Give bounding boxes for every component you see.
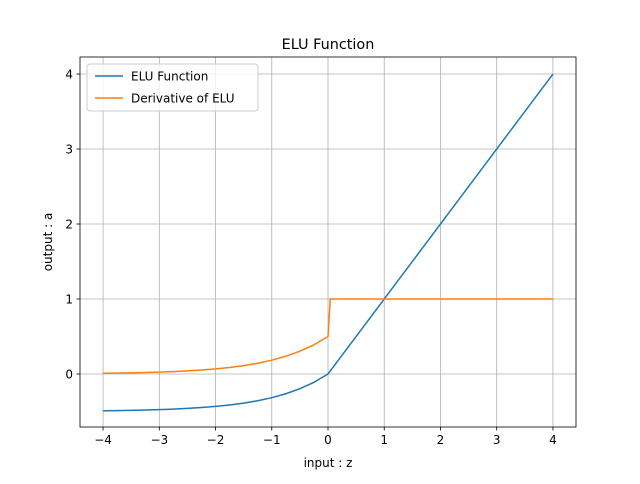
x-axis-label: input : z: [304, 456, 353, 470]
grid: [80, 57, 576, 427]
x-tick-label: −2: [207, 433, 225, 447]
y-tick-label: 1: [65, 292, 73, 306]
x-tick-label: −1: [263, 433, 281, 447]
legend-label-1: Derivative of ELU: [131, 92, 235, 106]
x-tick-label: 4: [549, 433, 557, 447]
x-tick-label: −4: [94, 433, 112, 447]
x-tick-label: 0: [324, 433, 332, 447]
legend: ELU Function Derivative of ELU: [86, 63, 259, 112]
y-tick-label: 4: [65, 68, 73, 82]
y-axis-label: output : a: [41, 213, 55, 272]
x-tick-label: 2: [437, 433, 445, 447]
chart-title: ELU Function: [282, 37, 375, 53]
series-line-1: [103, 298, 553, 375]
x-tick-label: 3: [493, 433, 501, 447]
y-tick-label: 2: [65, 218, 73, 232]
y-tick-label: 3: [65, 143, 73, 157]
x-tick-label: −3: [150, 433, 168, 447]
x-tick-label: 1: [380, 433, 388, 447]
series-lines: [103, 73, 554, 412]
legend-box: [86, 63, 259, 112]
legend-label-0: ELU Function: [131, 70, 208, 84]
ticks: −4 −3 −2 −1 0 1 2 3 4 0 1 2 3 4: [65, 68, 556, 447]
series-line-0: [103, 73, 554, 412]
y-tick-label: 0: [65, 367, 73, 381]
